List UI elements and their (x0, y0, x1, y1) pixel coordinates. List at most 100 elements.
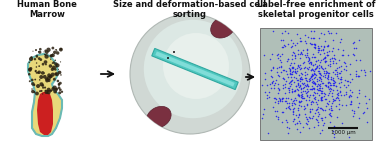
Point (311, 42, 318, 45)
Point (311, 43, 318, 46)
Point (310, 53, 316, 56)
Circle shape (45, 77, 48, 81)
Point (276, 75, 282, 77)
Point (323, 70, 329, 72)
Point (301, 82, 307, 85)
Point (304, 79, 310, 82)
Point (314, 121, 321, 124)
Point (282, 100, 288, 102)
Point (313, 67, 319, 70)
Point (293, 84, 299, 87)
Point (305, 60, 311, 62)
Circle shape (42, 93, 43, 95)
Point (304, 90, 310, 93)
Text: Label-free enrichment of
skeletal progenitor cells: Label-free enrichment of skeletal progen… (257, 0, 375, 19)
Point (299, 78, 305, 81)
Point (326, 100, 332, 102)
Point (290, 108, 296, 110)
Point (282, 92, 288, 94)
Point (286, 67, 292, 69)
Point (314, 59, 321, 62)
Point (290, 110, 296, 112)
Point (287, 102, 293, 104)
Point (289, 91, 295, 93)
Point (316, 71, 322, 74)
Ellipse shape (211, 16, 235, 38)
Circle shape (45, 50, 49, 54)
Point (338, 41, 344, 43)
Point (341, 93, 347, 96)
Point (294, 87, 300, 90)
Point (262, 90, 268, 93)
Point (307, 77, 313, 80)
Point (285, 76, 291, 79)
Circle shape (56, 51, 59, 55)
Point (306, 57, 312, 60)
Circle shape (58, 91, 61, 94)
Point (345, 84, 351, 87)
Point (342, 79, 348, 82)
Point (295, 48, 301, 51)
Point (331, 80, 337, 82)
Point (292, 97, 298, 100)
Point (324, 53, 330, 56)
Point (310, 87, 316, 90)
Circle shape (49, 64, 52, 68)
Point (280, 96, 287, 99)
Polygon shape (28, 54, 62, 136)
Point (319, 123, 325, 126)
Point (309, 73, 315, 76)
Point (309, 88, 315, 90)
Point (336, 81, 342, 84)
Circle shape (130, 14, 250, 134)
Point (308, 69, 314, 72)
Circle shape (57, 86, 60, 89)
Point (287, 69, 293, 72)
Point (294, 122, 300, 124)
Point (295, 65, 301, 67)
Point (307, 79, 313, 82)
Point (298, 99, 304, 102)
Point (277, 99, 284, 101)
Point (326, 113, 332, 116)
Point (270, 65, 276, 68)
Point (363, 95, 369, 97)
Point (264, 83, 270, 86)
Point (282, 86, 288, 88)
Point (291, 89, 297, 92)
Point (319, 99, 325, 101)
Circle shape (39, 48, 42, 51)
Point (346, 95, 352, 97)
Circle shape (60, 74, 62, 76)
Point (289, 103, 295, 106)
Point (303, 122, 309, 124)
Point (298, 40, 304, 43)
Point (296, 65, 302, 68)
Point (309, 117, 315, 119)
Circle shape (50, 90, 52, 92)
Circle shape (35, 92, 39, 95)
Point (315, 114, 321, 117)
Point (305, 68, 311, 71)
Point (321, 71, 327, 74)
Circle shape (57, 80, 59, 82)
Circle shape (36, 66, 37, 68)
Point (305, 120, 311, 123)
Point (301, 108, 307, 110)
Point (360, 112, 366, 115)
Point (276, 65, 282, 68)
Point (306, 66, 312, 69)
Point (325, 86, 331, 89)
Point (312, 68, 318, 71)
Circle shape (34, 91, 36, 93)
Circle shape (55, 49, 56, 50)
Point (266, 91, 272, 93)
Circle shape (34, 79, 36, 81)
Point (261, 53, 267, 56)
Circle shape (56, 49, 57, 50)
Point (313, 74, 319, 77)
Point (291, 81, 297, 84)
Point (351, 40, 357, 43)
Circle shape (55, 66, 57, 68)
Circle shape (37, 72, 39, 74)
